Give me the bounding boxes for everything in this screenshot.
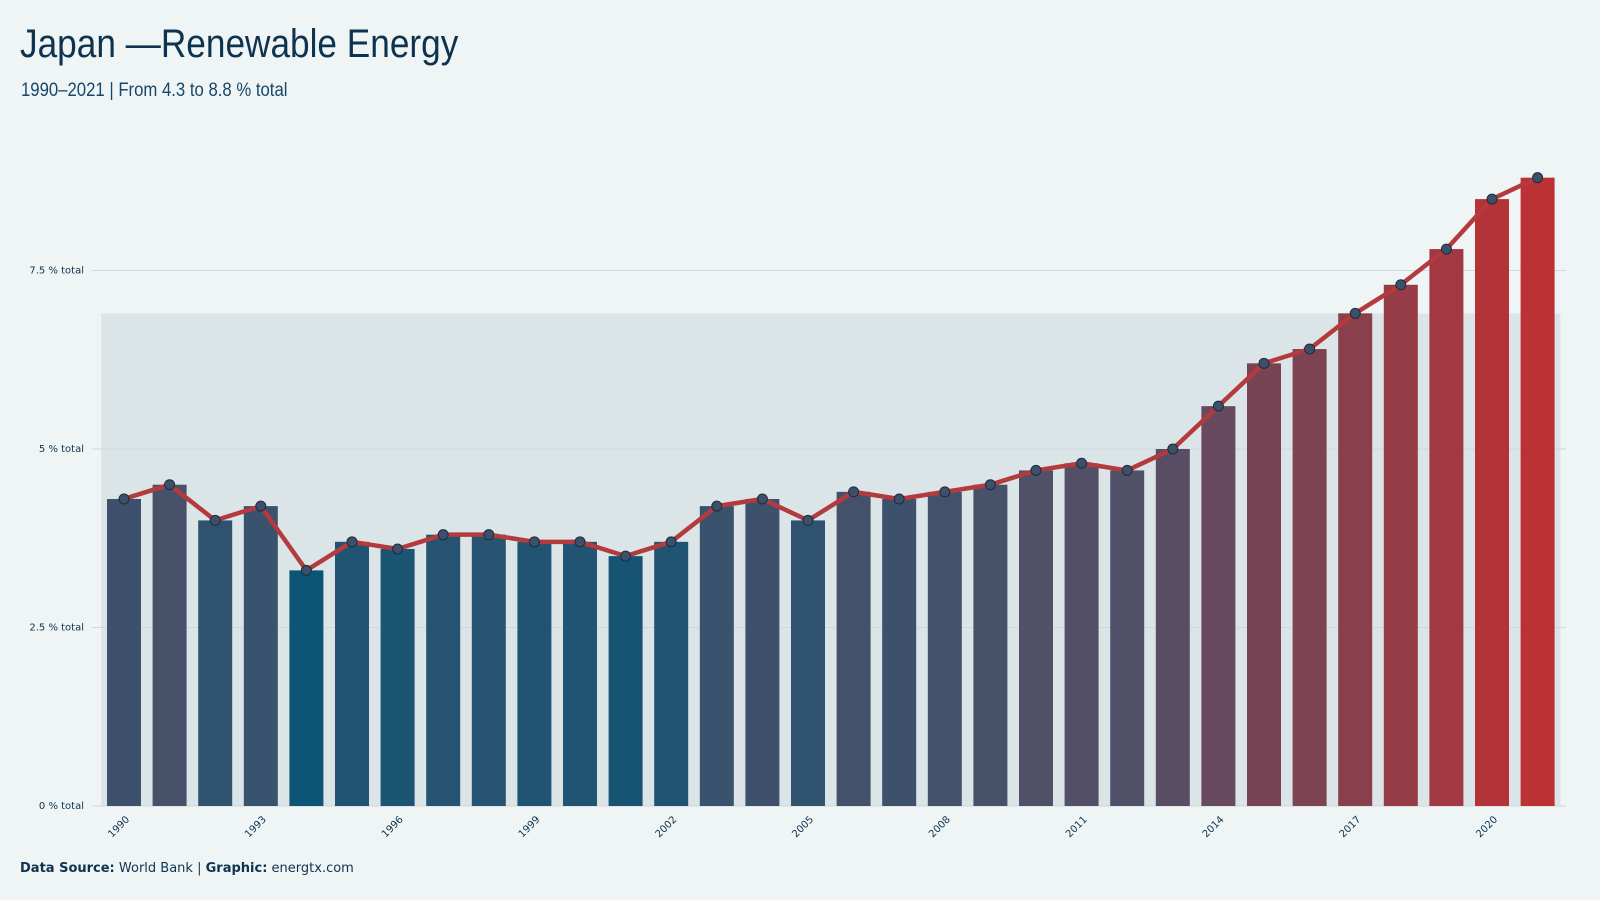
bar-1997 [426, 534, 461, 806]
point-2019 [1440, 243, 1452, 255]
point-1996 [392, 543, 404, 555]
bar-2013 [1155, 449, 1190, 806]
bar-2003 [699, 506, 734, 806]
point-2020 [1486, 193, 1498, 205]
point-2005 [802, 514, 814, 526]
point-2016 [1304, 343, 1316, 355]
bar-2005 [791, 520, 825, 806]
x-tick-label: 2014 [1201, 814, 1227, 840]
bar-1993 [243, 506, 278, 806]
chart-subtitle: 1990–2021 | From 4.3 to 8.8 % total [21, 80, 288, 101]
x-tick-label: 1999 [517, 814, 543, 840]
source-label: Data Source: [20, 861, 115, 876]
x-tick-label: 1993 [243, 814, 269, 840]
bar-1995 [335, 541, 369, 806]
point-2008 [939, 486, 951, 498]
point-2012 [1121, 464, 1133, 476]
point-1991 [164, 479, 176, 491]
point-1999 [528, 536, 540, 548]
bar-2017 [1338, 313, 1373, 806]
point-2014 [1212, 400, 1224, 412]
y-tick-label: 2.5 % total [29, 623, 84, 634]
y-tick-label: 5 % total [39, 444, 84, 455]
point-2015 [1258, 357, 1270, 369]
point-2002 [665, 536, 677, 548]
bar-2015 [1247, 363, 1281, 806]
point-2003 [711, 500, 723, 512]
bar-1991 [152, 484, 187, 806]
point-2013 [1167, 443, 1179, 455]
bar-2019 [1429, 249, 1464, 806]
bar-2016 [1292, 349, 1327, 806]
chart-title: Japan —Renewable Energy [20, 22, 459, 66]
point-2021 [1532, 172, 1544, 184]
x-tick-label: 2017 [1338, 814, 1364, 840]
bar-2010 [1019, 470, 1053, 806]
point-2001 [620, 550, 632, 562]
bar-2009 [973, 484, 1008, 806]
bar-2000 [563, 541, 597, 806]
point-2018 [1395, 279, 1407, 291]
x-tick-label: 2020 [1474, 814, 1500, 840]
x-tick-label: 2002 [654, 814, 680, 840]
point-1994 [300, 564, 312, 576]
bar-2007 [882, 498, 917, 806]
bar-2001 [608, 556, 643, 806]
bar-2008 [927, 491, 962, 806]
bar-1994 [289, 570, 324, 806]
bar-1999 [517, 541, 552, 806]
point-1990 [118, 493, 130, 505]
bar-2011 [1064, 463, 1099, 806]
point-1992 [209, 514, 221, 526]
point-2006 [848, 486, 860, 498]
point-2011 [1076, 457, 1088, 469]
bar-2018 [1383, 284, 1418, 806]
x-tick-label: 2011 [1064, 814, 1090, 840]
point-2017 [1349, 307, 1361, 319]
point-2007 [893, 493, 905, 505]
source-value: World Bank [118, 861, 193, 876]
bar-1996 [380, 548, 415, 806]
bar-2021 [1520, 177, 1555, 806]
graphic-value: energtx.com [271, 861, 354, 876]
x-tick-label: 2008 [927, 814, 953, 840]
point-2009 [984, 479, 996, 491]
bar-2020 [1475, 199, 1509, 807]
bar-1998 [471, 534, 506, 806]
bar-2012 [1110, 470, 1145, 806]
point-2010 [1030, 464, 1042, 476]
bar-2014 [1201, 406, 1236, 806]
y-tick-label: 7.5 % total [29, 266, 84, 277]
point-1995 [346, 536, 358, 548]
y-tick-label: 0 % total [39, 801, 84, 812]
point-1997 [437, 529, 449, 541]
x-tick-label: 1996 [380, 814, 406, 840]
point-1998 [483, 529, 495, 541]
graphic-label: Graphic: [205, 861, 268, 876]
point-2000 [574, 536, 586, 548]
x-tick-label: 2005 [790, 814, 816, 840]
bar-2004 [745, 498, 780, 806]
bar-2006 [836, 491, 871, 806]
trend-line [121, 175, 1540, 573]
data-source-caption: Data Source: World Bank | Graphic: energ… [20, 861, 354, 876]
bar-1990 [107, 498, 141, 806]
bar-1992 [198, 520, 233, 806]
point-1993 [255, 500, 267, 512]
source-separator: | [197, 861, 202, 876]
point-2004 [756, 493, 768, 505]
bar-2002 [654, 541, 689, 806]
x-tick-label: 1990 [106, 814, 132, 840]
